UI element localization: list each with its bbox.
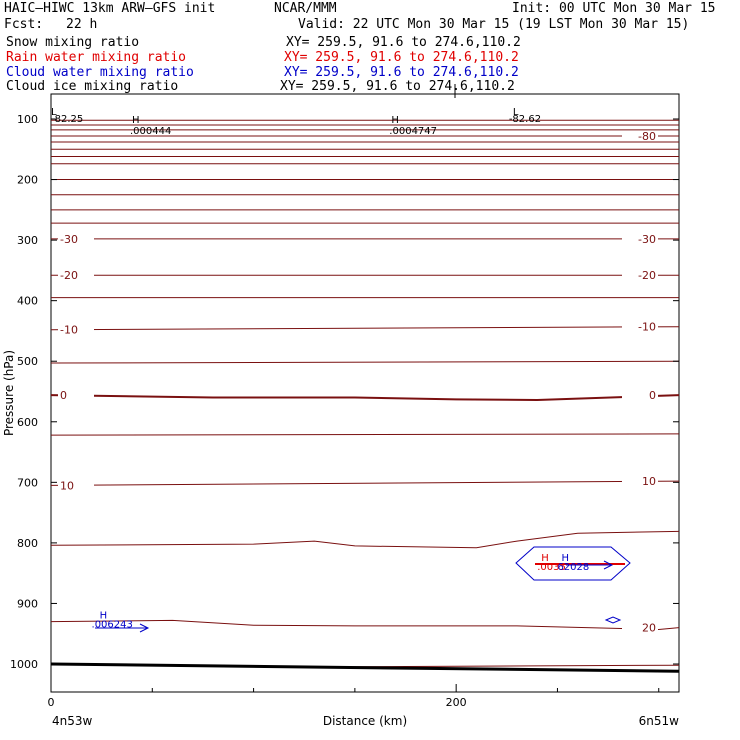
isotherm-label-bg [622, 389, 658, 401]
y-tick-label: 600 [17, 416, 38, 429]
isotherm-label: -10 [638, 321, 656, 334]
extremum-label: H [562, 553, 570, 564]
y-tick-label: 300 [17, 234, 38, 247]
isotherm-label: -80 [638, 130, 656, 143]
cloud-water-region [515, 546, 631, 581]
field-snow-name: Snow mixing ratio [6, 35, 140, 50]
y-tick-label: 200 [17, 174, 38, 187]
extremum-label: -82.25 [51, 114, 83, 125]
isotherm-label: -20 [638, 269, 656, 282]
isotherm-label-bg [622, 232, 658, 244]
x-end-label: 6n51w [639, 714, 680, 728]
cloud-water-small-region [604, 616, 622, 624]
isotherm-contours: -80 -30 -30 -20 -20 -10 -10 0 0 10 10 20 [50, 119, 680, 673]
field-cloudwater-xy: XY= 259.5, 91.6 to 274.6,110.2 [284, 65, 519, 80]
fcst-value: 22 h [66, 17, 98, 32]
init-time: Init: 00 UTC Mon 30 Mar 15 [512, 1, 716, 16]
extremum-label: .0035 [537, 562, 566, 573]
valid-time: Valid: 22 UTC Mon 30 Mar 15 (19 LST Mon … [298, 17, 690, 32]
plot-frame [50, 93, 680, 693]
isotherm-line [50, 480, 680, 486]
field-rain-name: Rain water mixing ratio [6, 50, 187, 65]
extremum-label: H [391, 115, 399, 126]
x-axis-label: Distance (km) [323, 714, 407, 728]
field-cloudice-name: Cloud ice mixing ratio [6, 79, 179, 94]
isotherm-label-bg [58, 232, 94, 244]
y-tick-label: 400 [17, 295, 38, 308]
isotherm-label-bg [58, 269, 94, 281]
isotherm-line [50, 433, 680, 436]
y-tick-label: 1000 [10, 658, 38, 671]
isotherm-label-bg [58, 323, 94, 335]
y-tick-label: 800 [17, 537, 38, 550]
y-tick-label: 700 [17, 476, 38, 489]
isotherm-line [50, 619, 680, 630]
isotherm-label: -30 [638, 233, 656, 246]
surface-line [50, 662, 680, 673]
y-tick-label: 500 [17, 355, 38, 368]
fcst-label: Fcst: [4, 17, 44, 32]
isotherm-label: 0 [60, 389, 67, 402]
isotherm-label: -20 [60, 269, 78, 282]
field-rain-xy: XY= 259.5, 91.6 to 274.6,110.2 [284, 50, 519, 65]
model-title: HAIC–HIWC 13km ARW–GFS init [4, 1, 216, 16]
isotherm-label: 20 [642, 622, 656, 635]
isotherm-label: -10 [60, 324, 78, 337]
isotherm-label-bg [622, 320, 658, 332]
extremum-label: H [541, 553, 549, 564]
extremum-label: .000444 [130, 126, 171, 137]
cloud-features [95, 84, 631, 633]
extremum-label: -82.62 [509, 114, 541, 125]
isotherm-label-bg [622, 621, 658, 633]
center-label: NCAR/MMM [274, 1, 337, 16]
isotherm-label: 10 [60, 479, 74, 492]
extremum-label: L [51, 107, 57, 118]
y-axis-label: Pressure (hPa) [2, 350, 16, 436]
extremum-label: L [513, 107, 519, 118]
isotherm-label-bg [622, 475, 658, 487]
isotherm-line [50, 530, 680, 549]
isotherm-label-bg [58, 479, 94, 491]
isotherm-line [50, 326, 680, 331]
extremum-label: H [100, 611, 108, 622]
extremum-label: .006243 [92, 620, 133, 631]
field-cloudwater-name: Cloud water mixing ratio [6, 65, 194, 80]
extremum-label: 62028 [557, 562, 589, 573]
isotherm-line [50, 394, 680, 401]
wind-arrow-2-head [139, 623, 150, 633]
isotherm-label: -30 [60, 233, 78, 246]
isotherm-label-bg [622, 269, 658, 281]
extremum-label: H [132, 115, 140, 126]
isotherm-label-bg [622, 129, 658, 141]
isotherm-label: 0 [649, 389, 656, 402]
isotherm-line [50, 360, 680, 364]
y-tick-label: 100 [17, 113, 38, 126]
y-tick-label: 900 [17, 597, 38, 610]
isotherm-label: 10 [642, 475, 656, 488]
x-tick-label: 200 [446, 696, 467, 709]
field-snow-xy: XY= 259.5, 91.6 to 274.6,110.2 [286, 35, 521, 50]
wind-arrow-1-head [603, 560, 614, 570]
x-start-label: 4n53w [52, 714, 93, 728]
field-cloudice-xy: XY= 259.5, 91.6 to 274.6,110.2 [280, 79, 515, 94]
isotherm-label-bg [58, 389, 94, 401]
extremum-label: .0004747 [389, 126, 437, 137]
extrema-labels: L-82.25 H.000444H.0004747L-82.62H.006243H… [51, 107, 589, 631]
x-tick-label: 0 [48, 696, 55, 709]
